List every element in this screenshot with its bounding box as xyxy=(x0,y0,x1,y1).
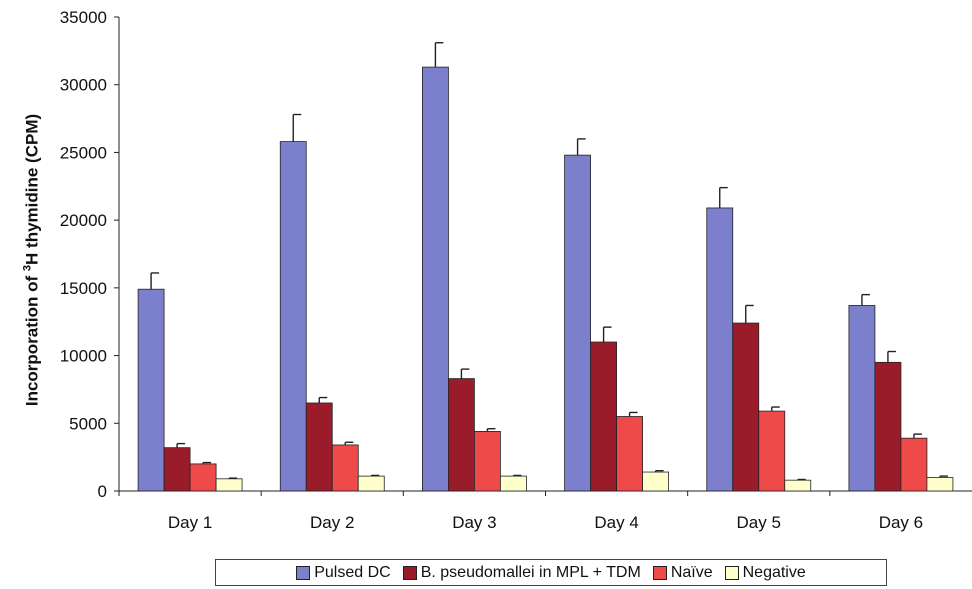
legend-item: Negative xyxy=(724,563,806,582)
bar xyxy=(874,361,902,492)
bar xyxy=(163,447,191,492)
plot-area: 0 5000 10000 15000 20000 25000 30000 35000 Day 1… xyxy=(60,8,972,532)
bar xyxy=(706,207,734,492)
legend-swatch xyxy=(652,565,667,580)
x-tick-label: Day 3 xyxy=(452,513,496,532)
bar xyxy=(616,416,643,492)
x-tick-label: Day 4 xyxy=(594,513,638,532)
y-tick-label: 10000 xyxy=(60,347,107,366)
bar xyxy=(500,475,527,492)
bar xyxy=(900,437,928,492)
bar xyxy=(590,341,617,492)
bar xyxy=(564,154,591,492)
x-tick-label: Day 6 xyxy=(879,513,923,532)
bar xyxy=(357,475,385,492)
legend-item: Naïve xyxy=(652,563,713,582)
bar xyxy=(189,463,217,492)
bar xyxy=(758,410,786,492)
bar xyxy=(279,141,307,492)
y-axis-title-suffix: H thymidine (CPM) xyxy=(22,113,42,265)
bar xyxy=(215,478,243,492)
bar xyxy=(422,66,449,492)
bar xyxy=(848,305,876,492)
y-axis-title-prefix: Incorporation of xyxy=(22,271,42,407)
y-axis-title-superscript: 3 xyxy=(21,264,34,272)
bar xyxy=(448,378,475,492)
y-tick-label: 25000 xyxy=(60,143,107,162)
y-tick-label: 30000 xyxy=(60,76,107,95)
bar xyxy=(305,402,333,492)
bar xyxy=(926,477,954,492)
bar xyxy=(331,444,359,492)
legend-item: B. pseudomallei in MPL + TDM xyxy=(402,563,641,582)
legend-swatch xyxy=(296,565,311,580)
legend-label: Negative xyxy=(742,563,806,581)
y-axis-title: Incorporation of 3H thymidine (CPM) xyxy=(0,0,42,500)
x-tick-label: Day 5 xyxy=(737,513,781,532)
y-tick-label: 35000 xyxy=(60,8,107,27)
legend-swatch xyxy=(724,565,739,580)
x-tick-label: Day 2 xyxy=(310,513,354,532)
bar xyxy=(642,471,669,492)
legend: Pulsed DC B. pseudomallei in MPL + TDM Naï… xyxy=(215,559,887,586)
bar xyxy=(137,288,165,492)
y-tick-label: 20000 xyxy=(60,211,107,230)
y-tick-label: 5000 xyxy=(69,414,107,433)
legend-label: Naïve xyxy=(670,563,713,581)
bar xyxy=(732,322,760,492)
legend-swatch xyxy=(402,565,417,580)
y-tick-label: 15000 xyxy=(60,279,107,298)
x-tick-label: Day 1 xyxy=(168,513,212,532)
y-tick-label: 0 xyxy=(98,482,107,501)
legend-label: B. pseudomallei in MPL + TDM xyxy=(420,563,641,581)
legend-item: Pulsed DC xyxy=(296,563,391,582)
bar xyxy=(784,479,812,492)
bar xyxy=(474,431,501,492)
legend-label: Pulsed DC xyxy=(314,563,391,581)
